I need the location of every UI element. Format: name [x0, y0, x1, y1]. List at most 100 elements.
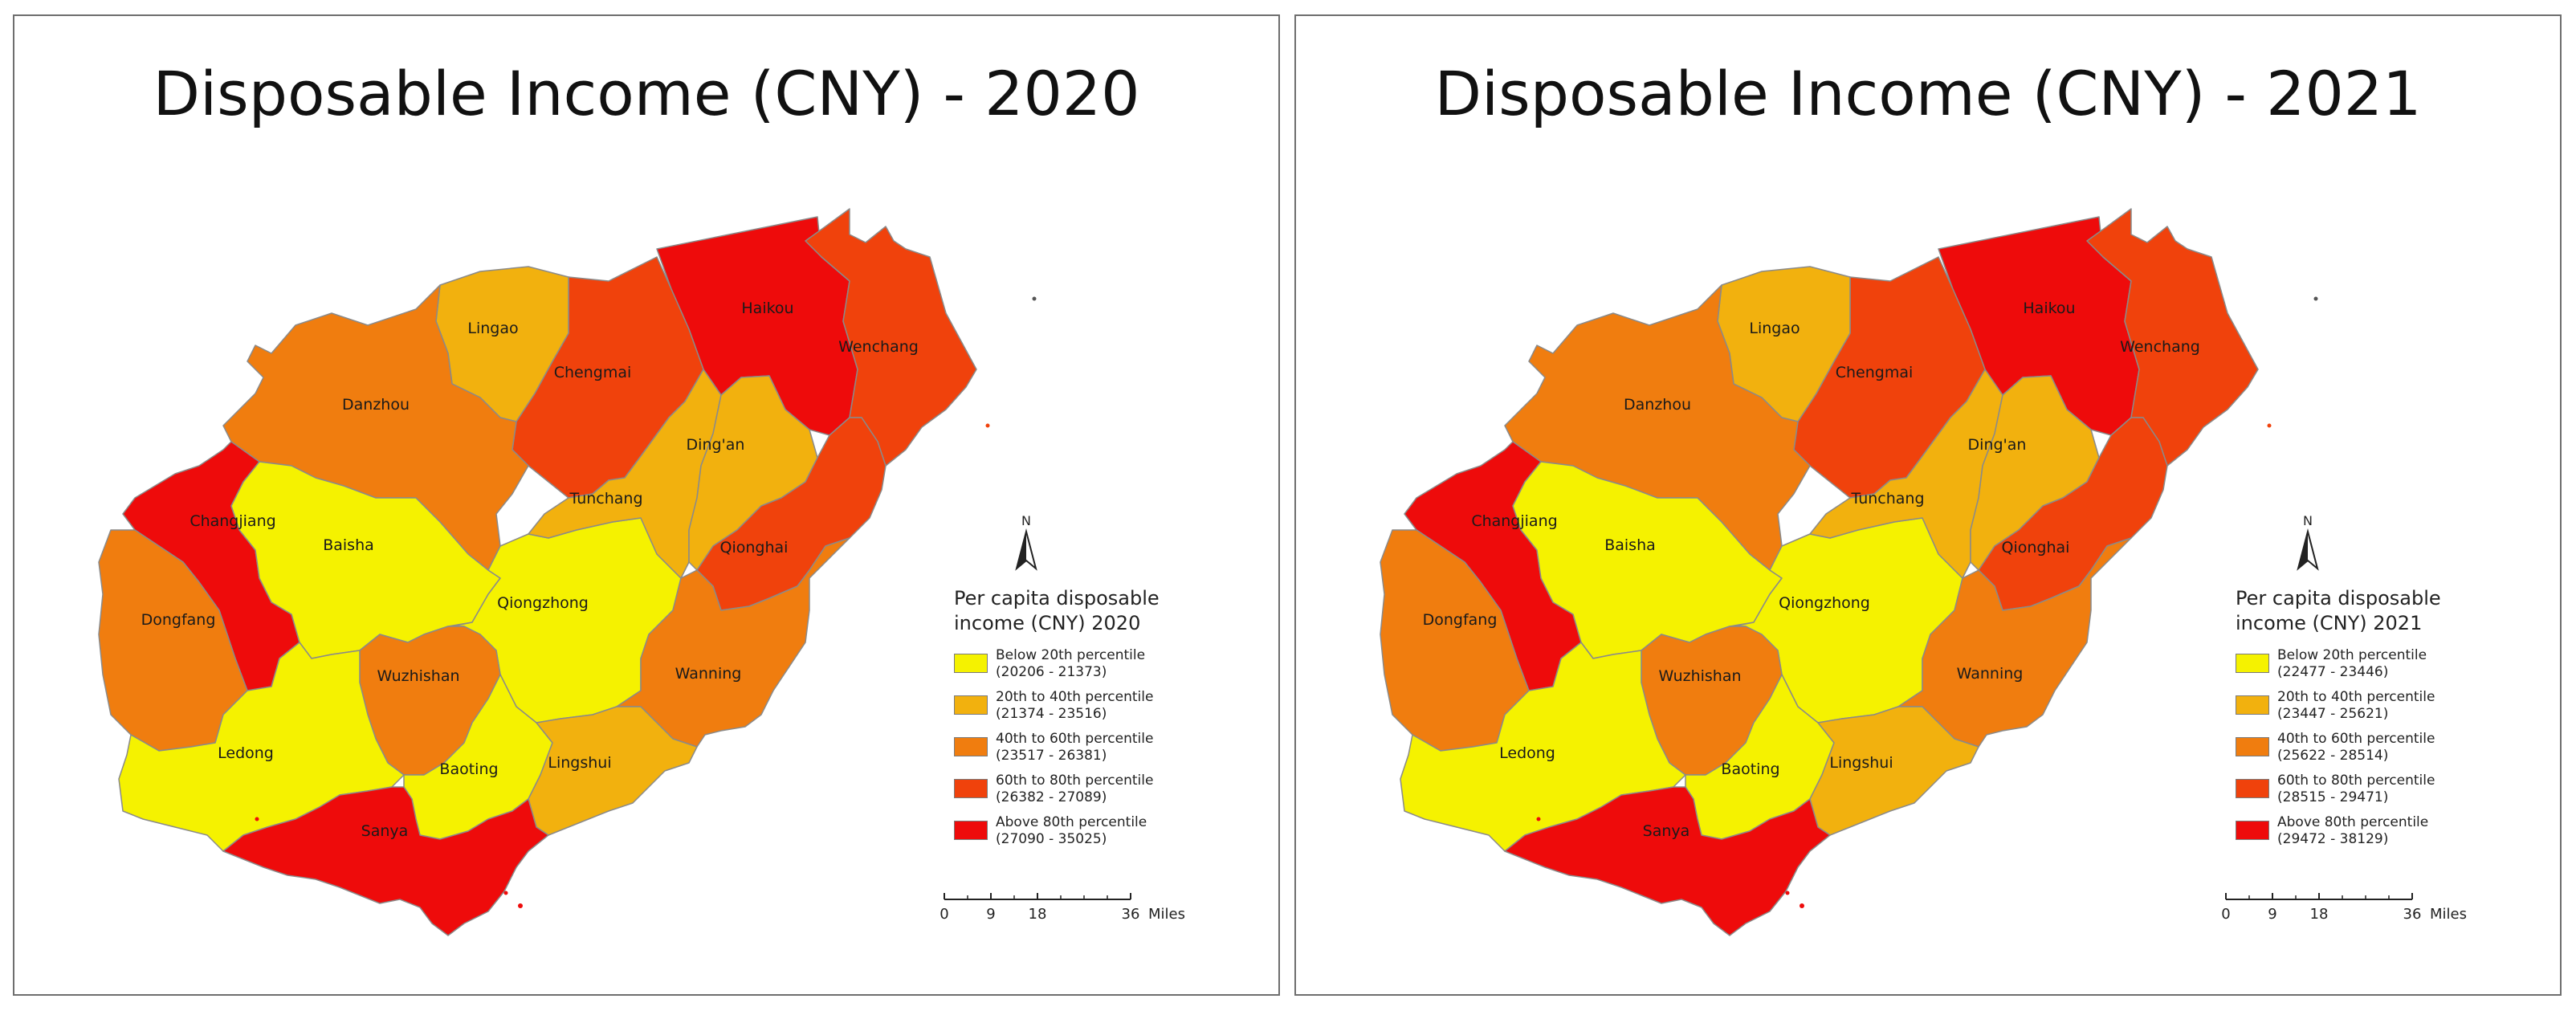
county-label: Wenchang: [838, 338, 919, 356]
scale-bar: 0 9 18 36 Miles: [2221, 893, 2467, 923]
legend-item: 20th to 40th percentile (23447 - 25621): [2236, 689, 2525, 731]
scale-tick: 18: [1029, 906, 1047, 923]
county-label: Changjiang: [190, 512, 275, 530]
county-label: Baoting: [439, 760, 498, 778]
legend-swatch: [2236, 695, 2269, 715]
scale-tick: 0: [2221, 906, 2230, 923]
scale-bar: 0 9 18 36 Miles: [940, 893, 1185, 923]
county-label: Wanning: [1957, 665, 2024, 683]
legend-swatch: [2236, 821, 2269, 840]
legend-label: 20th to 40th percentile: [996, 689, 1154, 705]
county-label: Changjiang: [1471, 512, 1557, 530]
map-title: Disposable Income (CNY) - 2020: [153, 58, 1140, 129]
scale-tick: 9: [986, 906, 995, 923]
county-label: Ding'an: [687, 436, 745, 454]
legend-item: 60th to 80th percentile (26382 - 27089): [954, 773, 1243, 814]
scale-unit: Miles: [1148, 906, 1185, 923]
county-label: Lingshui: [1829, 754, 1893, 772]
county-label: Ledong: [218, 744, 274, 762]
map-canvas: Haikou Wenchang Chengmai Lingao Danzhou Chang…: [98, 208, 1037, 936]
legend-range: (20206 - 21373): [996, 664, 1107, 680]
county-label: Wenchang: [2120, 338, 2200, 356]
county-label: Wuzhishan: [1658, 667, 1741, 685]
county-wenchang: [805, 208, 977, 467]
legend-range: (29472 - 38129): [2277, 831, 2389, 847]
legend-label: 40th to 60th percentile: [996, 731, 1154, 747]
county-label: Baisha: [323, 536, 374, 554]
county-label: Tunchang: [1850, 490, 1924, 508]
north-arrow-icon: N: [2297, 514, 2319, 571]
north-arrow-label: N: [2303, 514, 2313, 528]
legend-range: (27090 - 35025): [996, 831, 1107, 847]
county-label: Ledong: [1499, 744, 1555, 762]
legend-item: 20th to 40th percentile (21374 - 23516): [954, 689, 1243, 731]
legend-label: 60th to 80th percentile: [996, 773, 1154, 789]
county-label: Lingao: [467, 320, 518, 337]
county-label: Chengmai: [1836, 364, 1914, 381]
county-labels: Haikou Wenchang Chengmai Lingao Danzhou Chang…: [141, 300, 919, 840]
county-label: Haikou: [2023, 300, 2075, 317]
legend-label: 20th to 40th percentile: [2277, 689, 2435, 705]
legend: Per capita disposable income (CNY) 2020 …: [954, 586, 1243, 856]
county-label: Dongfang: [141, 611, 216, 629]
county-label: Baoting: [1721, 760, 1779, 778]
legend-label: 60th to 80th percentile: [2277, 773, 2435, 789]
legend-title-line1: Per capita disposable: [2236, 587, 2441, 609]
legend-item: Above 80th percentile (29472 - 38129): [2236, 814, 2525, 856]
county-regions: [98, 208, 977, 936]
county-label: Chengmai: [554, 364, 632, 381]
legend-range: (26382 - 27089): [996, 789, 1107, 805]
legend-range: (23447 - 25621): [2277, 706, 2389, 722]
legend-range: (25622 - 28514): [2277, 748, 2389, 764]
county-label: Lingao: [1749, 320, 1800, 337]
legend-item: Below 20th percentile (20206 - 21373): [954, 647, 1243, 689]
islet-markers: [1536, 296, 2318, 908]
legend-label: Above 80th percentile: [996, 814, 1147, 830]
legend-swatch: [954, 695, 988, 715]
legend-item: 60th to 80th percentile (28515 - 29471): [2236, 773, 2525, 814]
county-label: Qiongzhong: [1779, 594, 1870, 612]
county-wenchang: [2086, 208, 2259, 467]
north-arrow-label: N: [1021, 514, 1031, 528]
county-label: Ding'an: [1968, 436, 2027, 454]
legend-item: Below 20th percentile (22477 - 23446): [2236, 647, 2525, 689]
legend-label: Below 20th percentile: [2277, 647, 2427, 663]
legend-range: (23517 - 26381): [996, 748, 1107, 764]
county-label: Wuzhishan: [377, 667, 459, 685]
county-label: Baisha: [1604, 536, 1656, 554]
legend-title-line2: income (CNY) 2020: [954, 612, 1141, 634]
county-label: Qionghai: [720, 539, 789, 556]
legend-range: (22477 - 23446): [2277, 664, 2389, 680]
county-label: Qiongzhong: [497, 594, 589, 612]
map-title: Disposable Income (CNY) - 2021: [1434, 58, 2422, 129]
county-label: Lingshui: [548, 754, 611, 772]
map-canvas: Haikou Wenchang Chengmai Lingao Danzhou Chang…: [1380, 208, 2318, 936]
legend-title-line1: Per capita disposable: [954, 587, 1160, 609]
map-panel-2020: Disposable Income (CNY) - 2020 Haikou Wen…: [13, 14, 1280, 996]
scale-tick: 0: [940, 906, 948, 923]
county-regions: [1380, 208, 2259, 936]
map-panel-2021: Disposable Income (CNY) - 2021 Haikou Wen…: [1294, 14, 2562, 996]
scale-tick: 18: [2310, 906, 2329, 923]
county-labels: Haikou Wenchang Chengmai Lingao Danzhou Chang…: [1423, 300, 2200, 840]
county-label: Qionghai: [2002, 539, 2070, 556]
scale-unit: Miles: [2430, 906, 2467, 923]
scale-tick: 36: [1122, 906, 1140, 923]
legend-swatch: [2236, 654, 2269, 673]
county-label: Danzhou: [1624, 396, 1691, 414]
legend-label: 40th to 60th percentile: [2277, 731, 2435, 747]
county-label: Haikou: [741, 300, 793, 317]
county-label: Dongfang: [1423, 611, 1498, 629]
county-sanya: [222, 786, 549, 936]
islet-markers: [255, 296, 1037, 908]
legend-title-line2: income (CNY) 2021: [2236, 612, 2423, 634]
legend-swatch: [954, 654, 988, 673]
legend-item: 40th to 60th percentile (23517 - 26381): [954, 731, 1243, 773]
legend-range: (28515 - 29471): [2277, 789, 2389, 805]
legend-label: Below 20th percentile: [996, 647, 1146, 663]
legend-swatch: [2236, 779, 2269, 798]
legend-label: Above 80th percentile: [2277, 814, 2429, 830]
legend-swatch: [954, 779, 988, 798]
legend-swatch: [954, 821, 988, 840]
scale-tick: 36: [2403, 906, 2422, 923]
